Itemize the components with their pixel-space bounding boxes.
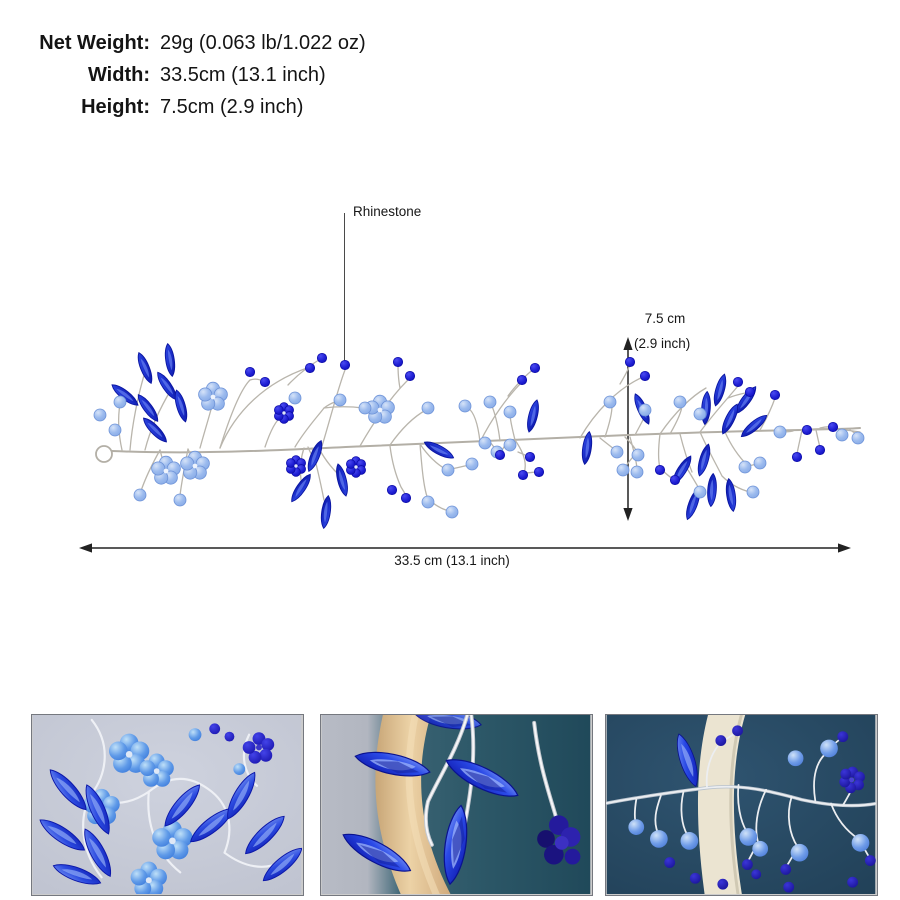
spec-row-net-weight: Net Weight: 29g (0.063 lb/1.022 oz) xyxy=(28,27,366,59)
height-dimension-alt-value: (2.9 inch) xyxy=(634,336,691,351)
height-dimension-arrow xyxy=(623,337,633,521)
spec-list: Net Weight: 29g (0.063 lb/1.022 oz) Widt… xyxy=(28,27,366,123)
detail-photo-flatlay xyxy=(31,714,304,896)
spec-label: Net Weight: xyxy=(39,32,150,54)
photo3-light-beads xyxy=(628,739,870,862)
photo2-band-highlight xyxy=(405,715,440,894)
spec-value: 33.5cm (13.1 inch) xyxy=(160,64,326,86)
spec-label: Height: xyxy=(81,96,150,118)
photo1-navy-flower xyxy=(242,732,275,764)
detail-photo-bead-branches xyxy=(605,714,878,896)
spec-row-height: Height: 7.5cm (2.9 inch) xyxy=(28,91,366,123)
spec-row-width: Width: 33.5cm (13.1 inch) xyxy=(28,59,366,91)
rhinestone-leaves xyxy=(108,342,770,530)
rhinestone-callout-label: Rhinestone xyxy=(353,204,422,219)
detail-photo-crystal-macro xyxy=(320,714,593,896)
photo1-loose-beads xyxy=(188,723,246,775)
width-dimension-value: 33.5 cm (13.1 inch) xyxy=(394,553,510,568)
spec-label: Width: xyxy=(87,64,150,86)
width-dimension-arrow xyxy=(79,543,851,553)
photo3-navy-flower xyxy=(839,766,865,794)
photo3-navy-beads xyxy=(664,725,876,893)
light-blue-beads xyxy=(93,391,865,519)
wire-loop xyxy=(95,445,113,463)
height-dimension-value: 7.5 cm xyxy=(644,311,686,326)
hair-vine-illustration xyxy=(93,342,865,530)
spec-value: 29g (0.063 lb/1.022 oz) xyxy=(160,32,366,54)
spec-value: 7.5cm (2.9 inch) xyxy=(160,96,304,118)
photo2-navy-bead-cluster xyxy=(537,815,581,865)
